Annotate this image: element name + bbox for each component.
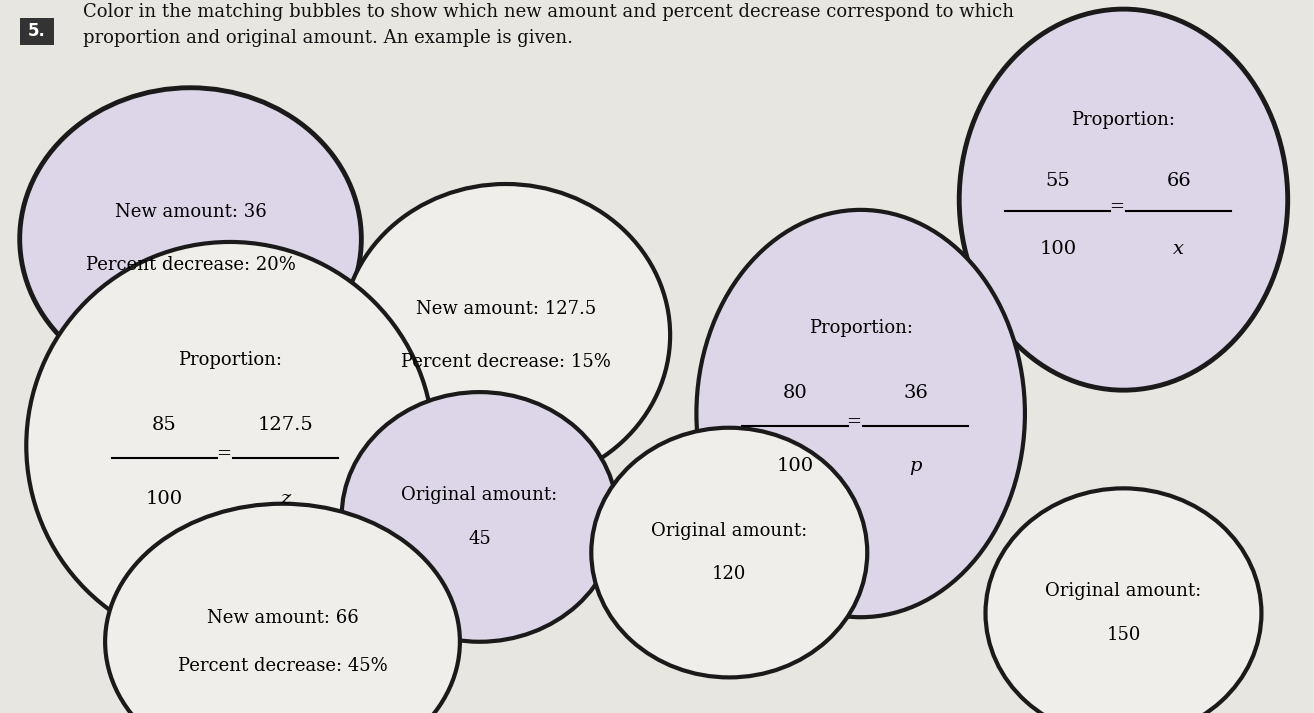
Text: 80: 80	[783, 384, 807, 402]
Ellipse shape	[26, 242, 434, 650]
Text: 66: 66	[1167, 172, 1190, 190]
Text: p: p	[909, 458, 922, 476]
Text: 85: 85	[152, 416, 176, 434]
Text: 100: 100	[146, 490, 183, 508]
Text: Proportion:: Proportion:	[177, 351, 283, 369]
Text: Proportion:: Proportion:	[1071, 111, 1176, 128]
Text: Original amount:: Original amount:	[652, 522, 807, 540]
Ellipse shape	[959, 9, 1288, 390]
Text: 100: 100	[777, 458, 813, 476]
Text: Original amount:: Original amount:	[402, 486, 557, 504]
Text: Color in the matching bubbles to show which new amount and percent decrease corr: Color in the matching bubbles to show wh…	[83, 3, 1014, 47]
Ellipse shape	[342, 392, 618, 642]
Text: 55: 55	[1046, 172, 1070, 190]
Ellipse shape	[986, 488, 1261, 713]
Text: New amount: 36: New amount: 36	[114, 203, 267, 222]
Text: x: x	[1173, 240, 1184, 258]
Text: 5.: 5.	[28, 21, 46, 40]
Ellipse shape	[105, 503, 460, 713]
Text: 120: 120	[712, 565, 746, 583]
Text: 127.5: 127.5	[258, 416, 313, 434]
Ellipse shape	[696, 210, 1025, 617]
Text: 100: 100	[1039, 240, 1076, 258]
Text: 36: 36	[904, 384, 928, 402]
FancyBboxPatch shape	[20, 18, 54, 45]
Text: Proportion:: Proportion:	[808, 319, 913, 337]
Ellipse shape	[342, 184, 670, 486]
Text: Percent decrease: 15%: Percent decrease: 15%	[401, 352, 611, 371]
Text: Percent decrease: 20%: Percent decrease: 20%	[85, 256, 296, 275]
Ellipse shape	[20, 88, 361, 390]
Text: =: =	[846, 414, 862, 431]
Text: z: z	[280, 490, 290, 508]
Ellipse shape	[591, 428, 867, 677]
Text: New amount: 127.5: New amount: 127.5	[415, 299, 597, 318]
Text: =: =	[215, 446, 231, 463]
Text: Original amount:: Original amount:	[1046, 583, 1201, 600]
Text: New amount: 66: New amount: 66	[206, 609, 359, 627]
Text: =: =	[1109, 198, 1125, 217]
Text: 150: 150	[1106, 626, 1141, 644]
Text: Percent decrease: 45%: Percent decrease: 45%	[177, 657, 388, 674]
Text: 45: 45	[468, 530, 491, 548]
